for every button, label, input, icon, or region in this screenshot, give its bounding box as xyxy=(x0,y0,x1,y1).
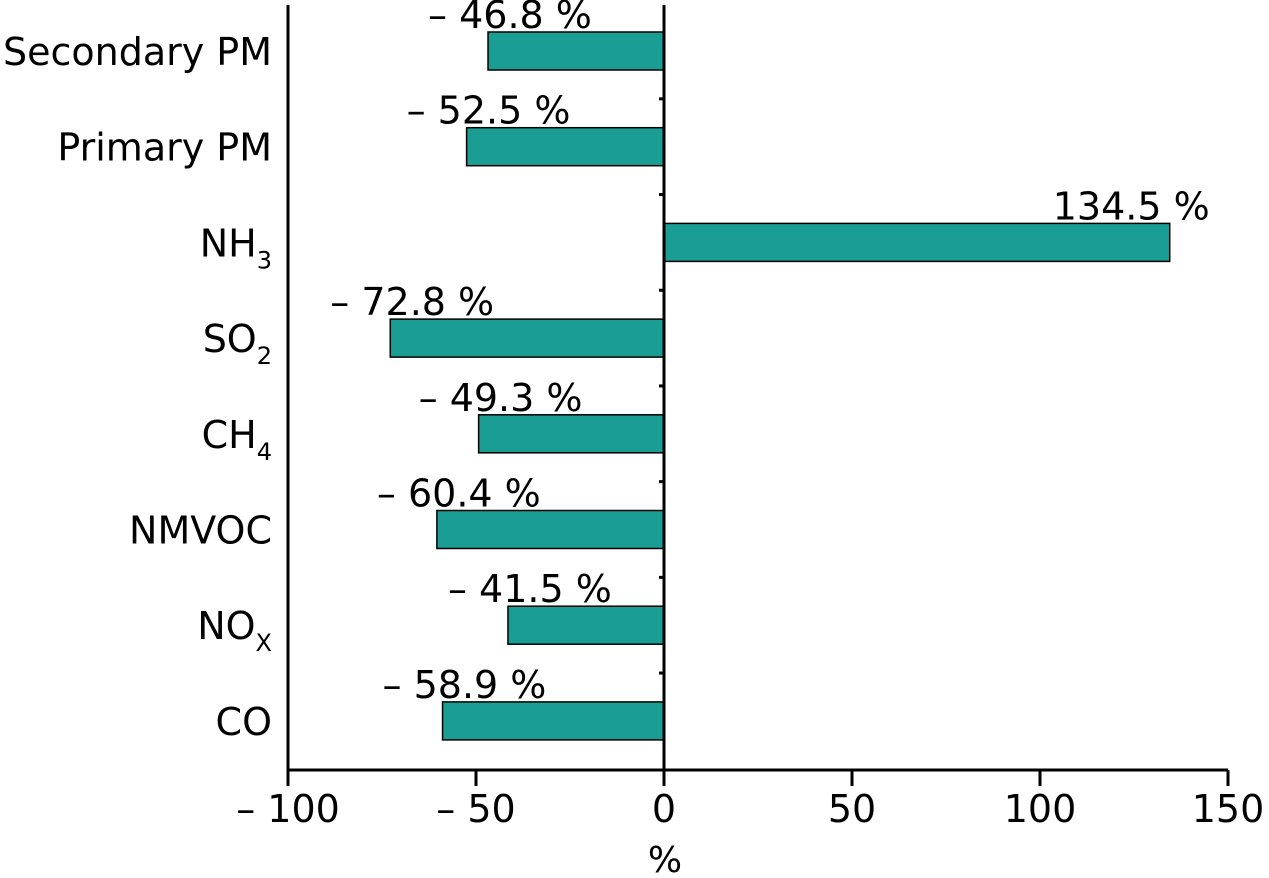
value-label-2: 134.5 % xyxy=(1053,184,1210,228)
category-label-subscript-4: 4 xyxy=(257,438,272,466)
category-label-base-2: NH xyxy=(200,221,257,265)
axes-layer xyxy=(286,5,1230,786)
bar-3 xyxy=(389,318,665,358)
bar-6 xyxy=(507,605,665,645)
category-label-base-7: CO xyxy=(216,700,272,744)
category-label-2: NH3 xyxy=(200,221,272,274)
category-label-base-5: NMVOC xyxy=(129,509,272,553)
x-tick-label-3: 50 xyxy=(828,787,876,831)
bars-layer xyxy=(389,31,1171,741)
category-label-5: NMVOC xyxy=(129,509,272,553)
x-tick-label-2: 0 xyxy=(652,787,676,831)
category-label-base-0: Secondary PM xyxy=(3,30,272,74)
x-tick-label-0: – 100 xyxy=(236,787,340,831)
x-tick-label-4: 100 xyxy=(1004,787,1077,831)
category-label-base-4: CH xyxy=(202,413,257,457)
category-label-subscript-3: 2 xyxy=(257,342,272,370)
bar-2 xyxy=(663,222,1171,263)
bar-5 xyxy=(436,509,665,550)
value-label-3: – 72.8 % xyxy=(330,280,494,324)
category-label-base-6: NO xyxy=(197,604,255,648)
value-label-7: – 58.9 % xyxy=(383,663,547,707)
x-tick-label-5: 150 xyxy=(1192,787,1265,831)
value-label-1: – 52.5 % xyxy=(407,89,571,133)
value-label-4: – 49.3 % xyxy=(419,376,583,420)
category-label-base-3: SO xyxy=(203,317,257,361)
value-label-0: – 46.8 % xyxy=(428,0,592,37)
bar-7 xyxy=(441,701,665,741)
x-tick-label-1: – 50 xyxy=(436,787,515,831)
bar-4 xyxy=(477,414,665,454)
category-label-1: Primary PM xyxy=(57,126,272,170)
category-label-subscript-2: 3 xyxy=(257,246,272,274)
labels-layer: Secondary PM – 46.8 % Primary PM – 52.5 % NH… xyxy=(3,0,1264,831)
value-label-5: – 60.4 % xyxy=(377,472,541,516)
value-label-6: – 41.5 % xyxy=(448,567,612,611)
category-label-base-1: Primary PM xyxy=(57,126,272,170)
category-label-subscript-6: X xyxy=(256,629,272,657)
category-label-7: CO xyxy=(216,700,272,744)
category-label-4: CH4 xyxy=(202,413,272,466)
category-label-3: SO2 xyxy=(203,317,272,370)
bar-0 xyxy=(487,31,665,71)
category-label-6: NOX xyxy=(197,604,272,657)
x-axis-label: % xyxy=(648,840,682,878)
category-label-0: Secondary PM xyxy=(3,30,272,74)
bar-1 xyxy=(465,126,665,167)
